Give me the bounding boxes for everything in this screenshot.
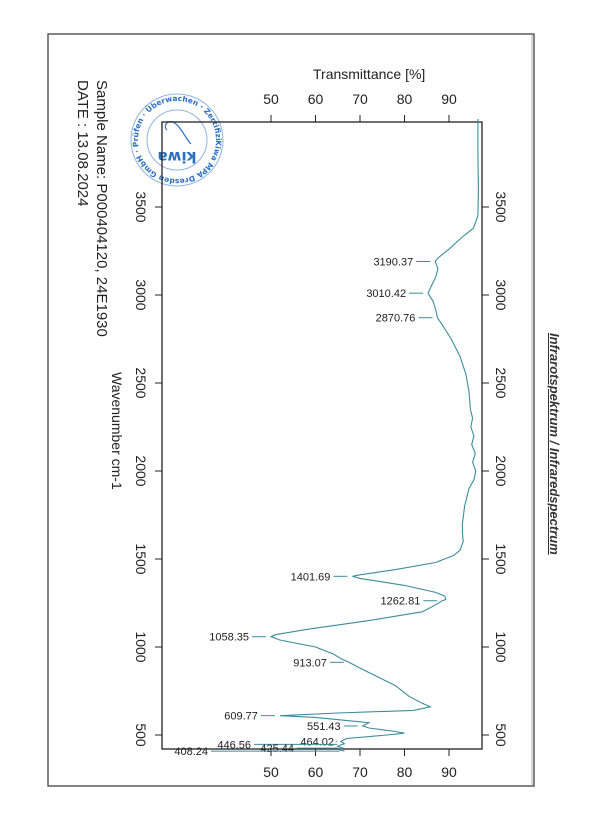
wavenumber-tick-label: 3000 — [493, 279, 509, 310]
svg-text:kiwa: kiwa — [157, 148, 196, 166]
transmittance-tick-label: 70 — [352, 91, 368, 107]
wavenumber-tick-label: 1500 — [133, 543, 149, 574]
peak-label: 425.44 — [260, 743, 294, 755]
wavenumber-tick-label: 1500 — [493, 543, 509, 574]
peak-label: 1262.81 — [381, 596, 421, 608]
peak-label: 1401.69 — [291, 571, 331, 583]
transmittance-tick-label: 50 — [263, 91, 279, 107]
wavenumber-tick-label: 1000 — [133, 631, 149, 662]
transmittance-axis-label: Transmittance [%] — [313, 66, 426, 82]
peak-label: 408.24 — [174, 746, 208, 758]
wavenumber-tick-label: 500 — [493, 723, 509, 747]
wavenumber-tick-label: 500 — [133, 723, 149, 747]
wavenumber-tick-label: 2000 — [133, 455, 149, 486]
transmittance-tick-label: 90 — [441, 91, 457, 107]
outer-frame — [47, 33, 535, 787]
peak-label: 551.43 — [307, 721, 341, 733]
wavenumber-tick-label: 2000 — [493, 455, 509, 486]
date: DATE : 13.08.2024 — [74, 80, 91, 207]
peak-label: 3010.42 — [366, 288, 406, 300]
wavenumber-tick-label: 2500 — [493, 367, 509, 398]
wavenumber-tick-label: 2500 — [133, 367, 149, 398]
sample-name: Sample Name: P000404120, 24E1930 — [93, 80, 110, 337]
peak-label: 464.02 — [300, 736, 334, 748]
transmittance-tick-label: 60 — [308, 764, 324, 780]
spectrum-line — [269, 119, 479, 752]
wavenumber-tick-label: 3500 — [493, 191, 509, 222]
wavenumber-axis-label: Wavenumber cm-1 — [109, 372, 125, 490]
transmittance-tick-label: 90 — [441, 764, 457, 780]
peak-label: 446.56 — [217, 739, 251, 751]
plot-frame — [161, 121, 483, 750]
transmittance-tick-label: 80 — [397, 764, 413, 780]
document-title: Infrarotspektrum / Infraredspectrum — [547, 333, 562, 555]
peak-label: 2870.76 — [376, 313, 416, 325]
transmittance-tick-label: 70 — [352, 764, 368, 780]
peak-label: 3190.37 — [373, 256, 413, 268]
wavenumber-tick-label: 3000 — [133, 279, 149, 310]
transmittance-tick-label: 60 — [308, 91, 324, 107]
transmittance-tick-label: 50 — [263, 764, 279, 780]
kiwa-stamp: Kiwa MPA Dresden GmbH · Prüfen · Überwac… — [130, 93, 224, 187]
peak-label: 609.77 — [224, 711, 258, 723]
peak-label: 913.07 — [293, 657, 327, 669]
wavenumber-tick-label: 1000 — [493, 631, 509, 662]
wavenumber-tick-label: 3500 — [133, 191, 149, 222]
transmittance-tick-label: 80 — [397, 91, 413, 107]
peak-label: 1058.35 — [209, 632, 249, 644]
